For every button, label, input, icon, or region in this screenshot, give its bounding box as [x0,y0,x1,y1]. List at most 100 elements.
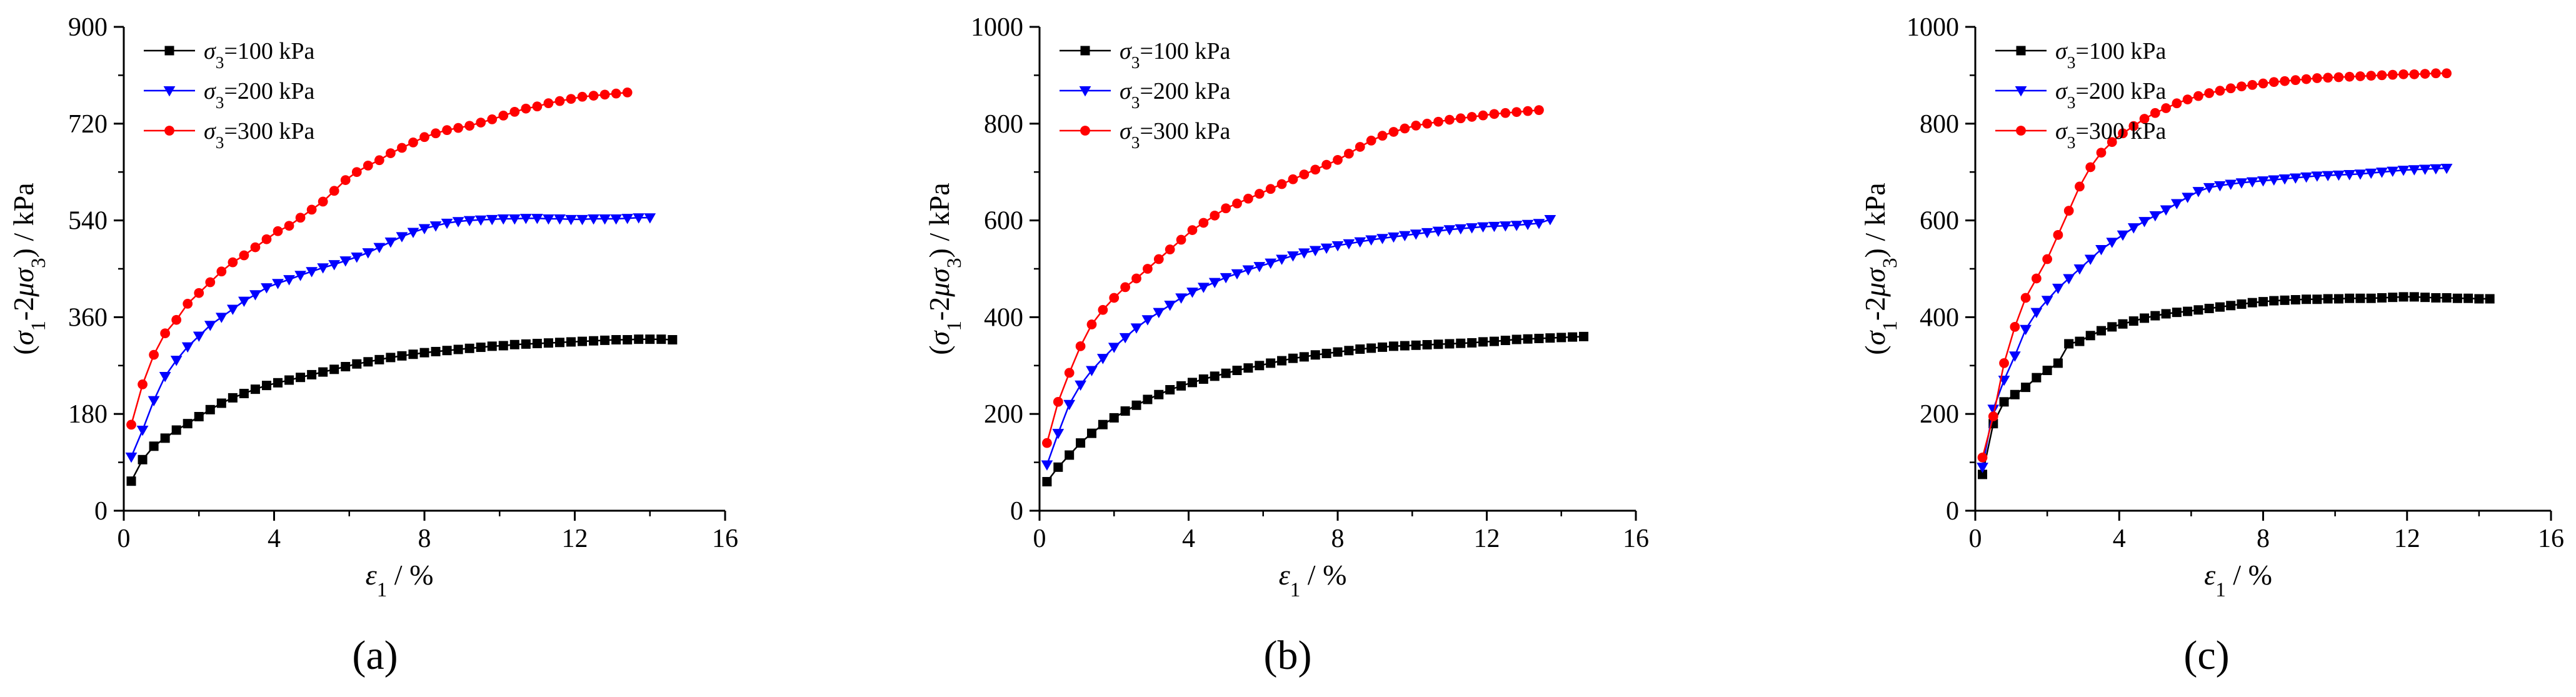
data-point [2312,73,2322,83]
data-point [284,221,294,231]
data-point [487,341,497,351]
y-tick-label: 400 [1920,303,1959,332]
data-point [2442,68,2452,79]
chart-panel-1: 0 4 8 12 16 0 180 360 540 720 900 ε1 / % (σ1-2μσ3) /… [8,13,738,678]
data-point [273,378,283,388]
legend-marker [1080,46,1090,56]
data-point [1422,340,1432,350]
data-point [1265,184,1276,194]
data-point [1063,399,1076,411]
data-point [1298,248,1310,259]
data-point [1165,385,1175,394]
x-tick-label: 4 [1182,524,1195,553]
data-point [1500,336,1510,346]
data-point [463,216,476,226]
legend-label: σ3=100 kPa [1120,38,1231,72]
legend-label: σ3=100 kPa [204,38,315,72]
data-point [1331,241,1344,252]
data-point [2387,166,2399,178]
data-point [2333,170,2345,181]
data-point [1243,193,1253,204]
data-point [2398,292,2408,302]
data-point [1445,339,1455,349]
legend-marker [2016,126,2026,136]
data-point [1365,235,1378,246]
data-point [577,91,588,102]
y-axis-title: (σ1-2μσ3) / kPa [923,183,966,354]
data-point [2118,128,2128,139]
chart-panel-3: 0 4 8 12 16 0 200 400 600 800 1000 ε1 / % (σ1-2μσ3) … [1859,13,2564,678]
data-point [2021,383,2031,393]
data-point [588,214,599,225]
series-line [1982,167,2447,468]
data-point [1220,273,1232,284]
data-point [384,237,397,248]
data-point [2420,69,2430,79]
data-point [250,384,260,394]
data-point [2226,301,2236,311]
x-tick-label: 0 [1033,524,1046,553]
data-point [2041,296,2053,306]
legend-marker [163,86,176,97]
x-axis-title: ε1 / % [366,559,434,601]
series-1 [1042,331,1589,487]
data-point [306,267,318,278]
data-point [284,375,294,385]
data-point [554,338,564,348]
data-point [1455,113,1466,124]
data-point [1086,366,1098,376]
data-point [352,359,362,369]
data-point [521,103,531,114]
data-point [205,404,215,414]
data-point [509,107,520,117]
data-point [2366,293,2376,303]
data-point [2193,305,2203,315]
legend-label: σ3=300 kPa [1120,118,1231,152]
data-point [340,175,351,185]
data-point [1343,239,1355,250]
x-tick-label: 0 [1969,524,1982,553]
data-point [487,114,498,124]
data-point [397,143,407,153]
data-point [1499,221,1511,232]
data-point [2280,76,2290,86]
data-point [1366,343,1376,353]
data-point [2118,319,2128,329]
data-point [1153,308,1165,319]
data-point [2203,183,2215,194]
data-point [1533,219,1545,229]
data-point [2247,80,2258,90]
data-point [2183,306,2193,316]
data-point [239,389,249,399]
y-tick-label: 1000 [1907,13,1959,42]
data-point [2474,294,2484,304]
data-point [2333,72,2344,83]
data-point [1421,228,1433,239]
data-point [273,226,283,236]
series-line [1046,109,1540,443]
data-point [2409,69,2420,79]
data-point [2344,71,2355,82]
data-point [2247,298,2257,308]
data-point [1187,225,1198,235]
data-point [2354,169,2367,180]
data-point [2010,389,2020,399]
data-point [1287,251,1299,262]
data-point [2075,181,2085,192]
data-point [1456,338,1466,348]
data-point [2052,283,2064,294]
data-point [1242,265,1255,276]
y-axis-title: (σ1-2μσ3) / kPa [1859,183,1902,354]
data-point [239,250,249,261]
data-point [1432,226,1445,238]
legend: σ3=100 kPa σ3=200 kPa σ3=300 kPa [1995,38,2167,152]
data-point [1154,389,1164,399]
data-point [1977,452,1988,463]
data-point [1143,264,1153,274]
data-point [1276,179,1287,189]
data-point [2084,254,2097,265]
data-point [386,353,396,363]
data-point [226,304,239,315]
data-point [476,118,486,128]
data-point [2149,211,2162,222]
